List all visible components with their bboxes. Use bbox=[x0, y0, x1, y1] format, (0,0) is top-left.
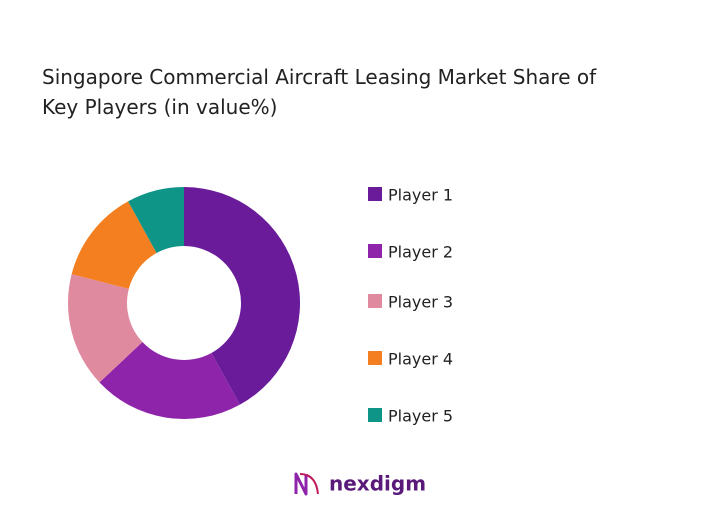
legend-swatch bbox=[368, 294, 382, 308]
legend-label: Player 5 bbox=[388, 407, 453, 426]
legend-swatch bbox=[368, 187, 382, 201]
logo-icon bbox=[294, 472, 308, 496]
legend-swatch bbox=[368, 351, 382, 365]
legend-label: Player 1 bbox=[388, 186, 453, 205]
slice bbox=[128, 187, 184, 254]
logo-icon-arc bbox=[299, 473, 319, 495]
slice bbox=[99, 342, 240, 419]
slice bbox=[68, 274, 143, 383]
brand-name: nexdigm bbox=[329, 472, 426, 496]
slice bbox=[71, 201, 157, 289]
legend-label: Player 3 bbox=[388, 293, 453, 312]
legend-label: Player 4 bbox=[388, 350, 453, 369]
chart-title: Singapore Commercial Aircraft Leasing Ma… bbox=[42, 65, 597, 119]
slice bbox=[184, 187, 300, 405]
legend-swatch bbox=[368, 408, 382, 422]
legend-swatch bbox=[368, 244, 382, 258]
brand-logo: nexdigm bbox=[294, 472, 426, 496]
legend-label: Player 2 bbox=[388, 243, 453, 262]
